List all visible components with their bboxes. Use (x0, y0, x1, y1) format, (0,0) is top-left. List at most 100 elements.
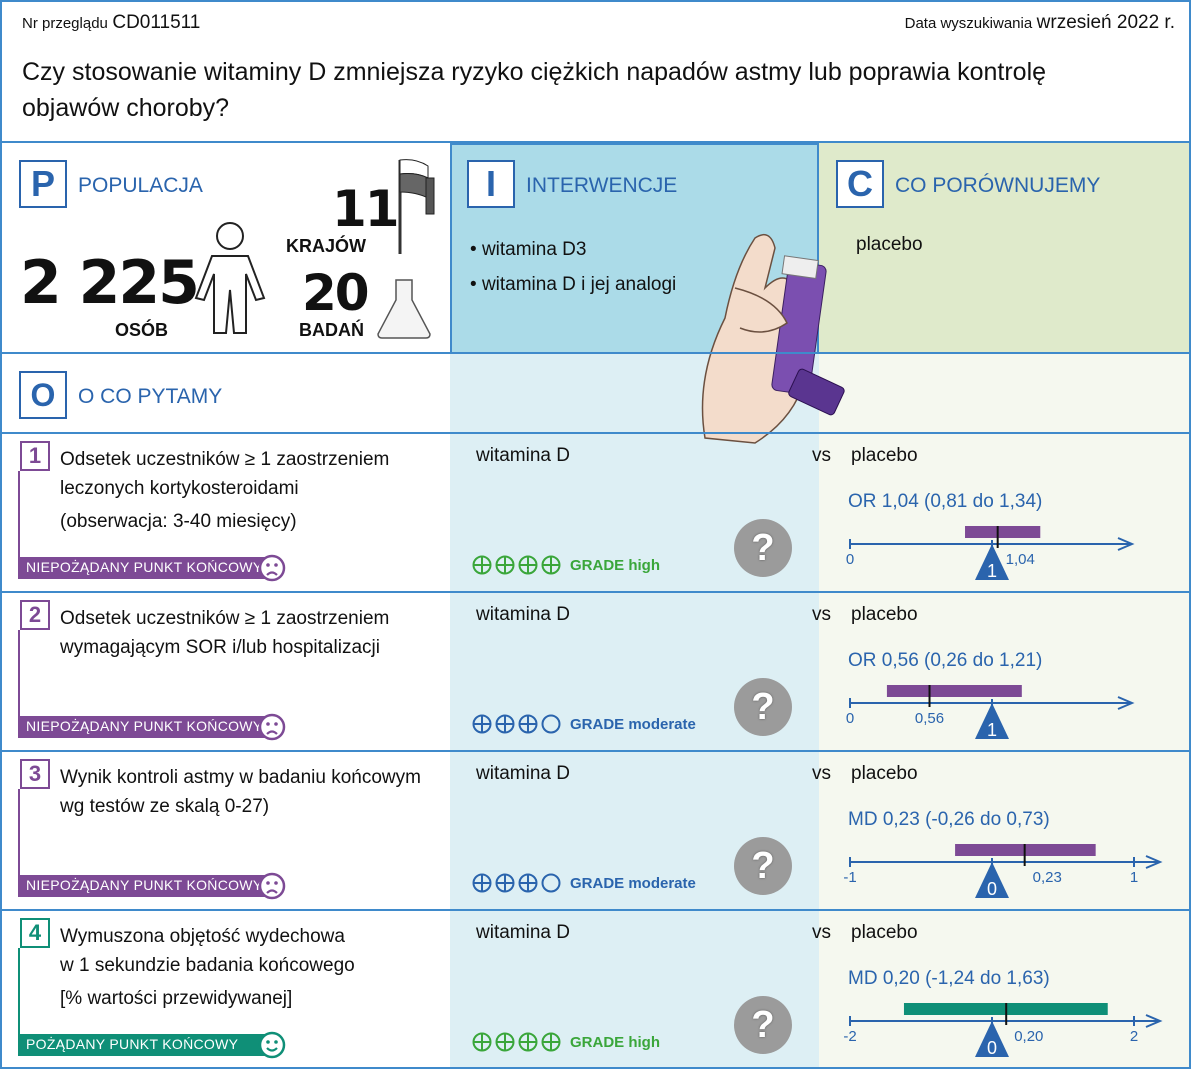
header: Nr przeglądu CD011511 Data wyszukiwania … (0, 0, 1191, 143)
grade-plus-icon (518, 555, 538, 575)
people-label: OSÓB (115, 320, 169, 340)
outcome-text-line: Odsetek uczestników ≥ 1 zaostrzeniem (60, 449, 390, 470)
outcome-row: 3 Wynik kontroli astmy w badaniu końcowy… (0, 750, 1191, 910)
endpoint-badge: NIEPOŻĄDANY PUNKT KOŃCOWY (18, 875, 270, 897)
forest-plot: 010,56 (846, 685, 1135, 740)
review-label: Nr przeglądu (22, 15, 108, 32)
grade-plus-icon (472, 714, 492, 734)
null-value-triangle (975, 544, 1009, 580)
comparison-column (819, 354, 1191, 1069)
comparison-letter: C (836, 160, 884, 208)
vs-label: vs (812, 604, 831, 625)
comparison-title: CO PORÓWNUJEMY (895, 174, 1101, 197)
forest-plot: -2 2 0 0,20 (843, 1003, 1163, 1058)
flag-icon (398, 159, 435, 254)
people-count: 2 225 (20, 248, 200, 318)
outcome-number: 3 (20, 759, 50, 789)
comparator-label: placebo (851, 604, 918, 625)
tick-label: -2 (843, 1028, 856, 1045)
outcome-description: Odsetek uczestników ≥ 1 zaostrzeniem lecz… (60, 445, 445, 536)
grade-empty-icon (541, 873, 561, 893)
outcome-number: 4 (20, 918, 50, 948)
divider (0, 591, 1191, 593)
grade-plus-icon (472, 873, 492, 893)
smiley-face-icon (258, 1031, 286, 1059)
comparator-label: placebo (851, 445, 918, 466)
divider (0, 909, 1191, 911)
outcome-bracket (18, 630, 20, 716)
outcome-description: Wymuszona objętość wydechowa w 1 sekundzi… (60, 922, 445, 1013)
outcome-text-line: wg testów ze skalą 0-27) (60, 796, 270, 817)
null-value-label: 0 (987, 1038, 997, 1058)
outcome-description: Wynik kontroli astmy w badaniu końcowym w… (60, 763, 445, 821)
outcome-row: 1 Odsetek uczestników ≥ 1 zaostrzeniem le… (0, 432, 1191, 592)
point-estimate-label: 0,56 (915, 710, 944, 727)
point-estimate-label: 0,23 (1033, 869, 1062, 886)
grade-rating: GRADE high (472, 1032, 660, 1052)
countries-label: KRAJÓW (286, 236, 366, 256)
date-value: wrzesień 2022 r. (1036, 12, 1175, 33)
grade-label: GRADE moderate (570, 715, 696, 733)
endpoint-badge: NIEPOŻĄDANY PUNKT KOŃCOWY (18, 557, 270, 579)
grade-label: GRADE high (570, 556, 660, 574)
effect-estimate: MD 0,23 (-0,26 do 0,73) (848, 809, 1050, 830)
tick-label: 0 (846, 551, 854, 568)
grade-plus-icon (472, 555, 492, 575)
outcomes-title: O CO PYTAMY (78, 385, 223, 408)
outcome-text-line: [% wartości przewidywanej] (60, 988, 293, 1009)
point-estimate-label: 0,20 (1014, 1028, 1043, 1045)
review-number: Nr przeglądu CD011511 (22, 12, 200, 34)
countries-count: 11 (332, 180, 400, 238)
grade-label: GRADE high (570, 1033, 660, 1051)
outcome-text-line: Wynik kontroli astmy w badaniu końcowym (60, 767, 421, 788)
question-mark-icon: ? (734, 996, 792, 1054)
divider (0, 750, 1191, 752)
grade-rating: GRADE moderate (472, 873, 696, 893)
axis-arrow (1117, 537, 1135, 551)
flask-icon (377, 279, 431, 339)
intervention-item: witamina D i jej analogi (470, 267, 676, 302)
intervention-label: witamina D (476, 604, 570, 625)
grade-plus-icon (495, 555, 515, 575)
intervention-list: witamina D3 witamina D i jej analogi (470, 232, 676, 302)
comparator-label: placebo (851, 763, 918, 784)
outcomes-letter: O (19, 371, 67, 419)
grade-rating: GRADE moderate (472, 714, 696, 734)
outcome-text-line: leczonych kortykosteroidami (60, 478, 299, 499)
population-letter: P (19, 160, 67, 208)
endpoint-badge: NIEPOŻĄDANY PUNKT KOŃCOWY (18, 716, 270, 738)
null-value-label: 1 (987, 720, 997, 740)
axis-arrow (1117, 696, 1135, 710)
sad-face-icon (258, 713, 286, 741)
tick-label: 0 (846, 710, 854, 727)
sad-face-icon (258, 872, 286, 900)
outcome-bracket (18, 471, 20, 557)
grade-plus-icon (518, 873, 538, 893)
outcome-text-line: Wymuszona objętość wydechowa (60, 926, 345, 947)
point-estimate-label: 1,04 (1006, 551, 1035, 568)
intervention-label: witamina D (476, 922, 570, 943)
sad-face-icon (258, 554, 286, 582)
effect-estimate: OR 0,56 (0,26 do 1,21) (848, 650, 1043, 671)
intervention-letter: I (467, 160, 515, 208)
outcome-text-line: wymagającym SOR i/lub hospitalizacji (60, 637, 380, 658)
effect-estimate: MD 0,20 (-1,24 do 1,63) (848, 968, 1050, 989)
null-value-triangle (975, 703, 1009, 739)
confidence-interval-bar (886, 685, 1022, 697)
question-mark-icon: ? (734, 519, 792, 577)
outcome-text-line: w 1 sekundzie badania końcowego (60, 955, 355, 976)
null-value-label: 0 (987, 879, 997, 899)
endpoint-badge: POŻĄDANY PUNKT KOŃCOWY (18, 1034, 270, 1056)
axis-arrow (1145, 855, 1163, 869)
grade-plus-icon (541, 555, 561, 575)
review-question: Czy stosowanie witaminy D zmniejsza ryzy… (22, 58, 1047, 122)
grade-plus-icon (495, 714, 515, 734)
null-value-label: 1 (987, 561, 997, 581)
tick-label: 1 (1130, 869, 1138, 886)
outcome-row: 4 Wymuszona objętość wydechowa w 1 sekund… (0, 909, 1191, 1069)
outcome-text-line: (obserwacja: 3-40 miesięcy) (60, 511, 297, 532)
studies-label: BADAŃ (299, 320, 364, 340)
grade-rating: GRADE high (472, 555, 660, 575)
intervention-title: INTERWENCJE (526, 174, 678, 197)
